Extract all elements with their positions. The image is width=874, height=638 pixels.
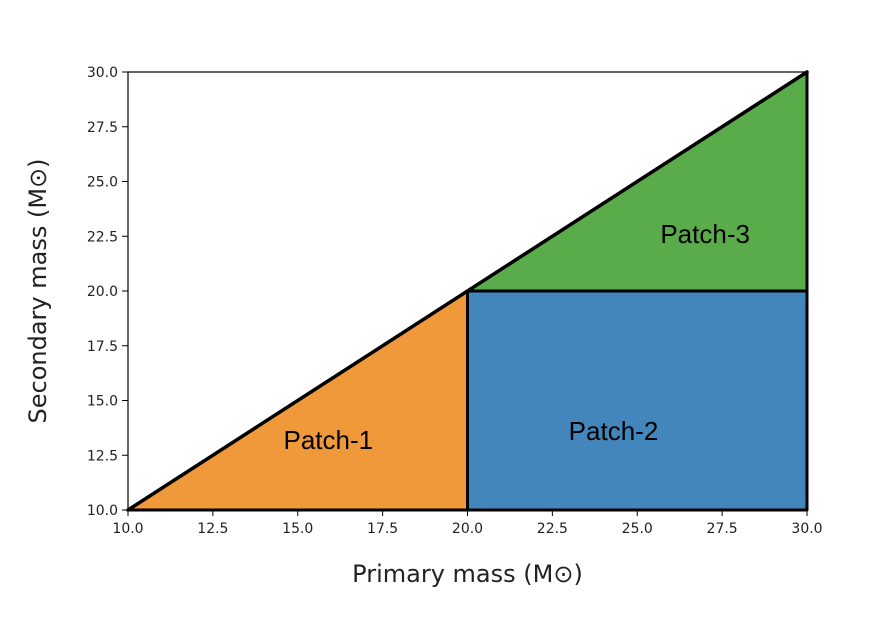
y-tick-label: 12.5: [87, 448, 118, 464]
x-tick-label: 17.5: [367, 521, 398, 537]
x-axis-label: Primary mass (M⊙): [352, 560, 583, 588]
region-label-patch-3: Patch-3: [660, 219, 750, 249]
region-patch-2: [466, 289, 809, 512]
y-tick-label: 10.0: [87, 503, 118, 519]
y-axis-label: Secondary mass (M⊙): [24, 159, 52, 424]
y-tick-label: 25.0: [87, 175, 118, 191]
labels-layer: Patch-1 Patch-2 Patch-3: [284, 219, 750, 455]
lines-layer: [126, 70, 809, 512]
region-label-patch-1: Patch-1: [284, 425, 374, 455]
y-tick-label: 30.0: [87, 65, 118, 81]
region-label-patch-2: Patch-2: [569, 416, 659, 446]
x-tick-label: 30.0: [791, 521, 822, 537]
x-tick-label: 12.5: [197, 521, 228, 537]
x-tick-label: 22.5: [537, 521, 568, 537]
y-tick-label: 15.0: [87, 394, 118, 410]
x-tick-label: 10.0: [112, 521, 143, 537]
x-tick-label: 25.0: [622, 521, 653, 537]
x-tick-label: 15.0: [282, 521, 313, 537]
y-tick-label: 27.5: [87, 120, 118, 136]
y-tick-label: 22.5: [87, 229, 118, 245]
diagonal-boundary-line: [126, 70, 809, 512]
y-tick-label: 20.0: [87, 284, 118, 300]
ticks-layer: 10.0 12.5 15.0 17.5 20.0 22.5 25.0 27.5 30.0 10.0…: [87, 65, 823, 537]
x-tick-label: 20.0: [452, 521, 483, 537]
y-tick-label: 17.5: [87, 339, 118, 355]
x-tick-label: 27.5: [707, 521, 738, 537]
